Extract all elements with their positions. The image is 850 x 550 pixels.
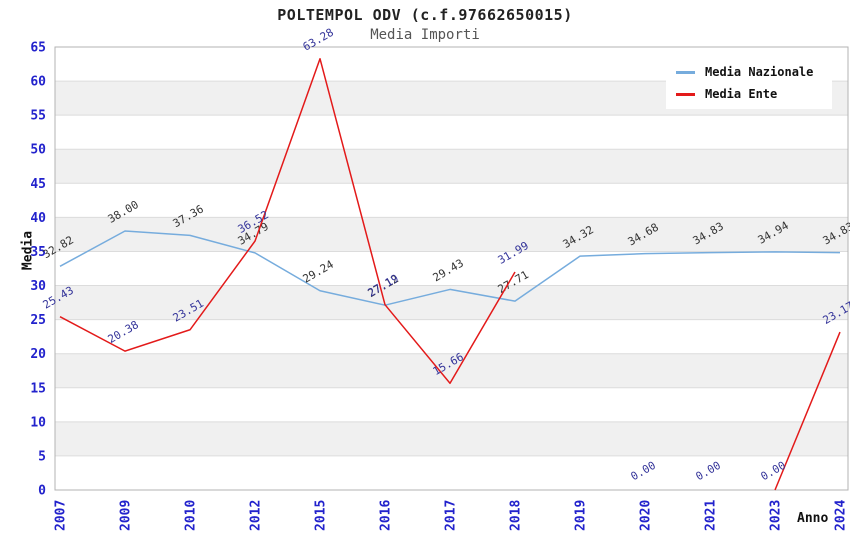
y-tick-label: 35 (30, 245, 46, 260)
y-tick-label: 40 (30, 211, 46, 226)
legend-item-media-ente: Media Ente (676, 87, 824, 101)
x-tick-label: 2007 (54, 500, 69, 531)
y-tick-label: 25 (30, 313, 46, 328)
x-tick-label: 2017 (444, 500, 459, 531)
media-nazionale-line (59, 230, 841, 306)
chart-title: POLTEMPOL ODV (c.f.97662650015) (277, 6, 573, 24)
y-tick-label: 5 (38, 449, 46, 464)
x-tick-label: 2024 (834, 500, 849, 531)
media-ente-line (59, 57, 516, 385)
grid-band (55, 149, 848, 184)
legend-label-media-nazionale: Media Nazionale (705, 65, 814, 79)
legend-label-media-ente: Media Ente (705, 87, 778, 101)
y-tick-label: 0 (38, 484, 46, 499)
media-ente-line-swatch (676, 92, 695, 96)
x-tick-label: 2021 (704, 500, 719, 531)
x-tick-label: 2018 (509, 500, 524, 531)
grid-band (55, 251, 848, 286)
grid-band (55, 217, 848, 252)
y-axis-title: Media (20, 230, 36, 271)
x-tick-label: 2009 (119, 500, 134, 531)
media-nazionale-line-swatch (676, 70, 695, 74)
legend: Media Nazionale Media Ente (666, 55, 832, 109)
x-axis-title: Anno (797, 511, 829, 526)
grid-band (55, 285, 848, 320)
x-tick-label: 2012 (249, 500, 264, 531)
x-tick-label: 2020 (639, 500, 654, 531)
x-tick-label: 2010 (184, 500, 199, 531)
y-tick-label: 65 (30, 41, 46, 56)
y-tick-label: 30 (30, 279, 46, 294)
x-tick-label: 2015 (314, 500, 329, 531)
y-tick-label: 60 (30, 75, 46, 90)
y-tick-label: 45 (30, 177, 46, 192)
grid-band (55, 387, 848, 422)
grid-band (55, 455, 848, 490)
grid-band (55, 421, 848, 456)
grid-band (55, 115, 848, 150)
y-tick-label: 55 (30, 109, 46, 124)
y-tick-label: 10 (30, 415, 46, 430)
x-tick-label: 2023 (769, 500, 784, 531)
grid-band (55, 183, 848, 218)
grid-band (55, 319, 848, 354)
y-tick-label: 50 (30, 143, 46, 158)
legend-item-media-nazionale: Media Nazionale (676, 65, 824, 79)
media-ente-line (774, 331, 841, 491)
x-tick-label: 2016 (379, 500, 394, 531)
plot-border (54, 46, 849, 491)
chart-subtitle: Media Importi (370, 27, 480, 43)
y-tick-label: 15 (30, 381, 46, 396)
x-tick-label: 2019 (574, 500, 589, 531)
y-tick-label: 20 (30, 347, 46, 362)
